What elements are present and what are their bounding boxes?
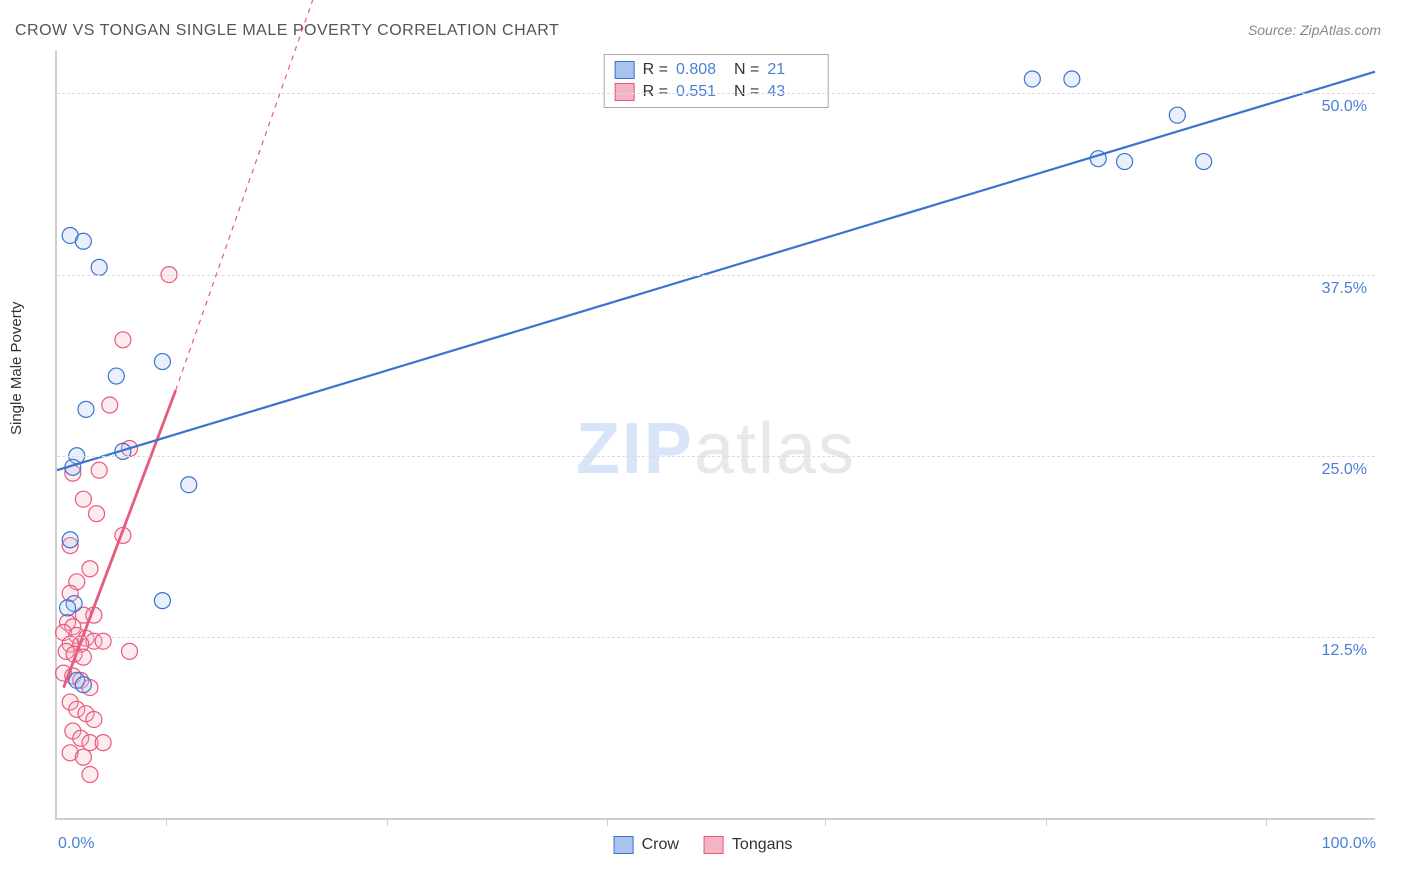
data-point	[108, 368, 124, 384]
trend-line	[57, 72, 1375, 470]
chart-title: CROW VS TONGAN SINGLE MALE POVERTY CORRE…	[15, 22, 559, 40]
legend-stats-row-crow: R = 0.808 N = 21	[615, 59, 818, 81]
data-point	[82, 767, 98, 783]
crow-series-label: Crow	[642, 836, 679, 854]
data-point	[91, 462, 107, 478]
x-axis-max-label: 100.0%	[1322, 835, 1376, 853]
chart-container: CROW VS TONGAN SINGLE MALE POVERTY CORRE…	[0, 0, 1406, 892]
legend-stats: R = 0.808 N = 21 R = 0.551 N = 43	[604, 54, 829, 108]
gridline	[57, 93, 1375, 94]
n-label: N =	[734, 83, 759, 101]
crow-n-value: 21	[767, 61, 817, 79]
crow-swatch-icon	[614, 836, 634, 854]
y-axis-label: Single Male Poverty	[8, 302, 25, 435]
legend-item-crow: Crow	[614, 836, 679, 854]
data-point	[60, 600, 76, 616]
x-axis-min-label: 0.0%	[58, 835, 94, 853]
data-point	[1024, 71, 1040, 87]
data-point	[78, 401, 94, 417]
source-label: Source: ZipAtlas.com	[1248, 22, 1381, 38]
trend-line	[64, 391, 176, 688]
x-tick	[166, 818, 167, 826]
legend-series: Crow Tongans	[614, 836, 793, 854]
legend-item-tongans: Tongans	[704, 836, 793, 854]
y-tick-label: 37.5%	[1322, 280, 1367, 298]
tongans-swatch-icon	[615, 83, 635, 101]
legend-stats-row-tongans: R = 0.551 N = 43	[615, 81, 818, 103]
data-point	[75, 677, 91, 693]
r-label: R =	[643, 83, 668, 101]
tongans-swatch-icon	[704, 836, 724, 854]
x-tick	[387, 818, 388, 826]
chart-svg	[57, 50, 1375, 818]
x-tick	[825, 818, 826, 826]
data-point	[1064, 71, 1080, 87]
x-tick	[607, 818, 608, 826]
r-label: R =	[643, 61, 668, 79]
tongans-r-value: 0.551	[676, 83, 726, 101]
trend-line	[176, 0, 321, 391]
x-tick	[1266, 818, 1267, 826]
tongans-n-value: 43	[767, 83, 817, 101]
data-point	[62, 532, 78, 548]
data-point	[91, 259, 107, 275]
data-point	[154, 354, 170, 370]
data-point	[115, 332, 131, 348]
data-point	[1117, 154, 1133, 170]
data-point	[95, 633, 111, 649]
data-point	[95, 735, 111, 751]
plot-area: ZIPatlas R = 0.808 N = 21 R = 0.551 N = …	[55, 50, 1375, 820]
tongans-series-label: Tongans	[732, 836, 793, 854]
data-point	[181, 477, 197, 493]
x-tick	[1046, 818, 1047, 826]
data-point	[102, 397, 118, 413]
data-point	[75, 491, 91, 507]
crow-swatch-icon	[615, 61, 635, 79]
data-point	[121, 643, 137, 659]
y-tick-label: 12.5%	[1322, 642, 1367, 660]
y-tick-label: 25.0%	[1322, 461, 1367, 479]
data-point	[154, 593, 170, 609]
data-point	[75, 749, 91, 765]
gridline	[57, 637, 1375, 638]
crow-r-value: 0.808	[676, 61, 726, 79]
data-point	[75, 233, 91, 249]
y-tick-label: 50.0%	[1322, 98, 1367, 116]
data-point	[1169, 107, 1185, 123]
data-point	[86, 711, 102, 727]
data-point	[89, 506, 105, 522]
n-label: N =	[734, 61, 759, 79]
data-point	[82, 561, 98, 577]
gridline	[57, 456, 1375, 457]
data-point	[1196, 154, 1212, 170]
gridline	[57, 275, 1375, 276]
